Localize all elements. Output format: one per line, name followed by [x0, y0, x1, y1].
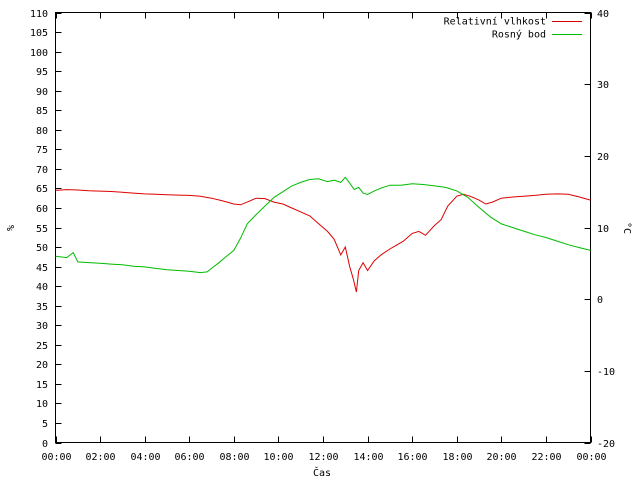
y-tick-label-left: 45 — [36, 263, 48, 274]
y-tick-label-right: 30 — [597, 80, 609, 91]
y-tick-label-right: 20 — [597, 152, 609, 163]
x-tick-label: 22:00 — [531, 452, 561, 463]
x-tick-label: 14:00 — [353, 452, 383, 463]
y-tick-label-left: 60 — [36, 204, 48, 215]
x-tick-label: 06:00 — [174, 452, 204, 463]
y-tick-label-left: 80 — [36, 126, 48, 137]
y-tick-label-left: 55 — [36, 224, 48, 235]
y-tick-label-left: 85 — [36, 106, 48, 117]
y-tick-label-left: 25 — [36, 341, 48, 352]
y-tick-label-left: 35 — [36, 302, 48, 313]
y-tick-label-left: 95 — [36, 67, 48, 78]
y-tick-label-right: 40 — [597, 9, 609, 20]
y-tick-label-left: 30 — [36, 321, 48, 332]
y-tick-label-right: 10 — [597, 224, 609, 235]
legend-label: Rosný bod — [492, 29, 546, 41]
y-tick-label-right: 0 — [597, 295, 603, 306]
x-tick-label: 08:00 — [219, 452, 249, 463]
y-tick-label-left: 50 — [36, 243, 48, 254]
y-tick-label-left: 65 — [36, 184, 48, 195]
x-tick-labels: 00:00 02:00 04:00 06:00 08:00 10:00 12:00 14:00… — [41, 452, 606, 463]
x-tick-label: 16:00 — [397, 452, 427, 463]
y-tick-label-left: 10 — [36, 399, 48, 410]
y-tick-labels-left: 0 5 10 15 20 25 30 35 40 45 50 55 60 65 70 75 80 85 90 95 10… — [30, 9, 48, 450]
y-tick-label-left: 110 — [30, 9, 48, 20]
y-tick-label-left: 20 — [36, 360, 48, 371]
y-tick-label-left: 40 — [36, 282, 48, 293]
tick-marks — [55, 12, 592, 444]
x-axis-label: Čas — [313, 466, 331, 479]
x-tick-label: 20:00 — [486, 452, 516, 463]
x-tick-label: 10:00 — [263, 452, 293, 463]
y-tick-label-left: 100 — [30, 48, 48, 59]
y-tick-label-left: 5 — [42, 419, 48, 430]
y-tick-label-right: -20 — [597, 439, 615, 450]
legend-label: Relativní vlhkost — [444, 16, 546, 28]
y-tick-label-right: -10 — [597, 367, 615, 378]
x-tick-label: 18:00 — [442, 452, 472, 463]
x-tick-label: 12:00 — [308, 452, 338, 463]
series-line — [55, 176, 591, 274]
y-tick-label-left: 105 — [30, 28, 48, 39]
x-tick-label: 02:00 — [85, 452, 115, 463]
x-tick-label: 00:00 — [41, 452, 71, 463]
y-axis-label-right: °C — [621, 222, 632, 234]
y-tick-labels-right: -20 -10 0 10 20 30 40 — [597, 9, 615, 450]
series-lines — [55, 176, 591, 293]
y-tick-label-left: 75 — [36, 145, 48, 156]
y-tick-label-left: 70 — [36, 165, 48, 176]
x-tick-label: 00:00 — [576, 452, 606, 463]
y-tick-label-left: 15 — [36, 380, 48, 391]
y-tick-label-left: 0 — [42, 439, 48, 450]
y-axis-label-left: % — [6, 225, 17, 231]
series-line — [55, 189, 591, 293]
y-tick-label-left: 90 — [36, 87, 48, 98]
x-tick-label: 04:00 — [130, 452, 160, 463]
